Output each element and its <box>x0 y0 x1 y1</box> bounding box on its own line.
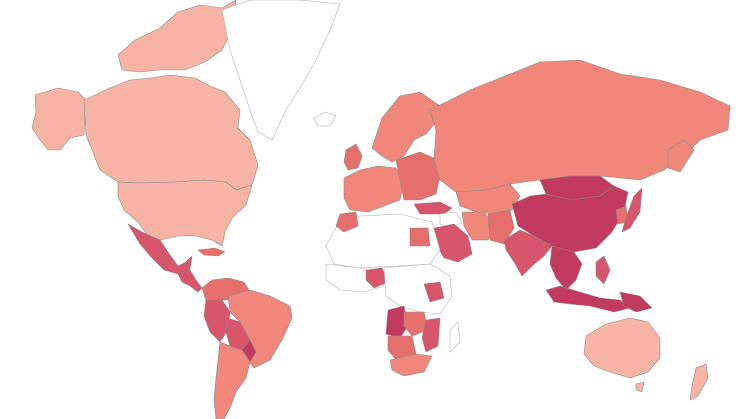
region-new-zealand[interactable] <box>689 363 709 401</box>
region-zambia[interactable] <box>403 311 429 337</box>
asia-group <box>429 59 731 313</box>
region-papua[interactable] <box>619 291 653 313</box>
region-madagascar[interactable] <box>449 321 461 353</box>
region-usa[interactable] <box>117 179 253 247</box>
region-angola[interactable] <box>385 305 409 339</box>
south-america-group <box>201 277 293 419</box>
north-america-group <box>31 0 259 293</box>
region-greenland[interactable] <box>221 0 341 141</box>
region-iceland[interactable] <box>313 111 337 127</box>
region-central-america[interactable] <box>177 269 203 293</box>
region-iran[interactable] <box>461 211 495 241</box>
region-middle-east[interactable] <box>439 211 463 229</box>
region-mozambique[interactable] <box>421 317 441 353</box>
region-south-africa[interactable] <box>389 353 433 377</box>
region-central-africa[interactable] <box>383 263 453 315</box>
oceania-group <box>583 317 709 401</box>
region-canada-arctic-islands[interactable] <box>117 0 237 73</box>
region-mexico[interactable] <box>127 223 193 275</box>
region-central-asia[interactable] <box>455 183 521 215</box>
region-uk-ireland[interactable] <box>343 143 363 171</box>
region-western-europe[interactable] <box>343 165 405 213</box>
region-alaska[interactable] <box>31 87 87 151</box>
region-turkey[interactable] <box>413 201 453 215</box>
region-egypt[interactable] <box>409 227 431 247</box>
region-argentina-chile[interactable] <box>213 341 251 419</box>
region-australia[interactable] <box>583 317 661 379</box>
region-canada[interactable] <box>83 74 259 191</box>
region-philippines[interactable] <box>595 255 611 285</box>
region-peru[interactable] <box>203 299 231 343</box>
region-scandinavia[interactable] <box>371 91 441 163</box>
europe-group <box>221 0 453 215</box>
region-russia-far-east[interactable] <box>667 139 695 173</box>
region-tasmania[interactable] <box>635 381 645 393</box>
region-russia[interactable] <box>429 59 731 197</box>
africa-group <box>325 211 461 377</box>
region-japan[interactable] <box>621 187 643 233</box>
region-caribbean[interactable] <box>197 247 226 257</box>
region-afghanistan-pakistan[interactable] <box>487 209 515 245</box>
region-eastern-europe[interactable] <box>395 151 441 201</box>
region-morocco[interactable] <box>335 211 359 233</box>
region-kenya[interactable] <box>423 281 445 303</box>
region-india[interactable] <box>503 229 553 277</box>
region-indonesia[interactable] <box>545 285 631 313</box>
region-nigeria[interactable] <box>365 267 389 289</box>
region-southeast-asia[interactable] <box>549 245 583 291</box>
